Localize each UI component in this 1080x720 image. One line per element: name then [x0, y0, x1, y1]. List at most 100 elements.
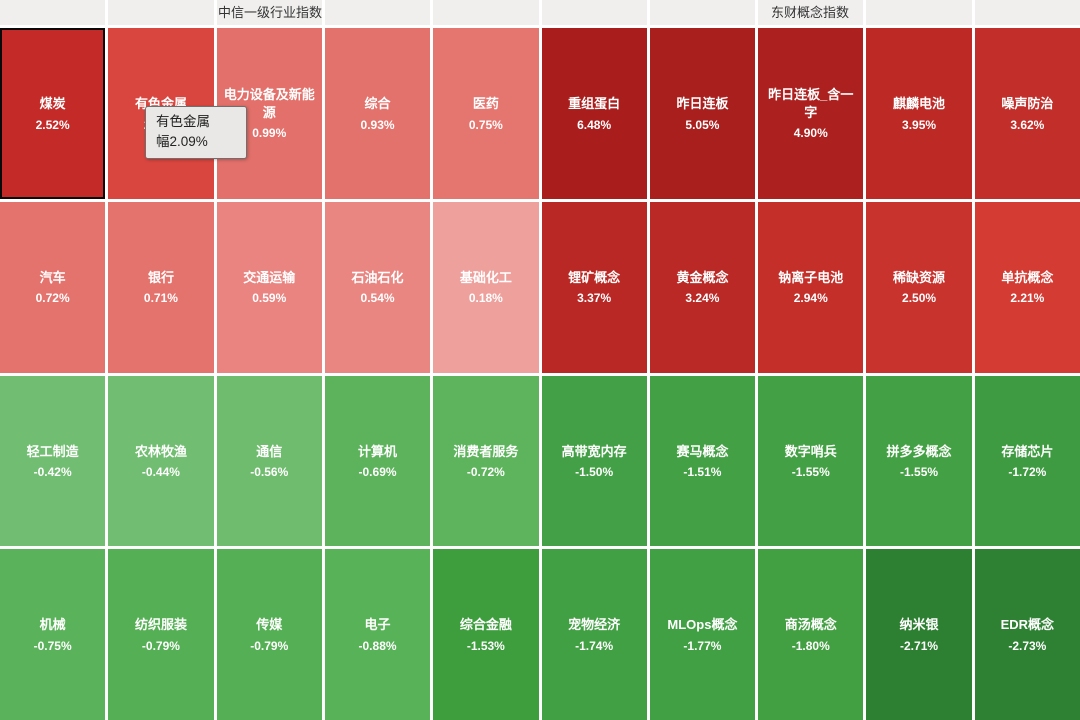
tile-name: 煤炭 — [39, 96, 66, 112]
header-cell — [649, 0, 756, 25]
tile-name: 纺织服装 — [134, 617, 187, 633]
tile-name: 昨日连板_含一字 — [768, 87, 854, 120]
tile-name: 通信 — [256, 443, 283, 459]
header-cell — [108, 0, 214, 25]
tile-name: 基础化工 — [459, 269, 512, 285]
heatmap-tile[interactable]: 昨日连板 5.05% — [649, 28, 756, 199]
tile-value: 0.72% — [35, 291, 70, 306]
tile-name: MLOps概念 — [667, 617, 738, 633]
heatmap-tile[interactable]: 噪声防治 3.62% — [974, 28, 1080, 199]
tile-name: 电子 — [364, 617, 391, 633]
heatmap-tile[interactable]: 基础化工 0.18% — [433, 201, 539, 373]
tile-value: 0.93% — [360, 117, 395, 132]
tile-value: -0.79% — [250, 638, 289, 653]
tile-value: 0.71% — [143, 291, 178, 306]
heatmap-tile[interactable]: 医药 0.75% — [433, 28, 539, 199]
tile-name: 银行 — [147, 269, 174, 285]
heatmap-tile[interactable]: 拼多多概念 -1.55% — [866, 375, 972, 547]
heatmap-tile[interactable]: 计算机 -0.69% — [324, 375, 431, 547]
header-cell — [541, 0, 647, 25]
heatmap-tile[interactable]: 汽车 0.72% — [0, 201, 106, 373]
tile-name: 麒麟电池 — [893, 96, 946, 112]
heatmap-tile[interactable]: 宠物经济 -1.74% — [541, 549, 647, 720]
heatmap-tile[interactable]: 黄金概念 3.24% — [649, 201, 756, 373]
tile-name: 传媒 — [256, 617, 283, 633]
header-cell — [758, 0, 864, 25]
tile-value: -0.72% — [466, 465, 505, 480]
heatmap-tile[interactable]: 重组蛋白 6.48% — [541, 28, 647, 199]
tile-value: 5.05% — [685, 117, 720, 132]
heatmap-tile[interactable]: 电子 -0.88% — [324, 549, 431, 720]
tile-value: 2.94% — [793, 291, 828, 306]
tile-value: 2.50% — [902, 291, 937, 306]
tile-name: 单抗概念 — [1001, 269, 1054, 285]
heatmap-tile[interactable]: 传媒 -0.79% — [216, 549, 322, 720]
header-cell — [974, 0, 1080, 25]
heatmap-tile[interactable]: 银行 0.71% — [108, 201, 214, 373]
tile-name: 轻工制造 — [26, 443, 79, 459]
heatmap-tile[interactable]: 麒麟电池 3.95% — [866, 28, 972, 199]
tile-value: 0.59% — [252, 291, 287, 306]
heatmap-tile[interactable]: 钠离子电池 2.94% — [758, 201, 864, 373]
tile-name: 综合金融 — [459, 617, 512, 633]
tile-value: -0.79% — [141, 638, 180, 653]
tile-value: -0.88% — [358, 638, 397, 653]
tooltip-change: 幅2.09% — [156, 134, 208, 150]
header-cell — [433, 0, 539, 25]
heatmap-tile[interactable]: 轻工制造 -0.42% — [0, 375, 106, 547]
tile-name: 锂矿概念 — [568, 269, 621, 285]
heatmap-tile[interactable]: 机械 -0.75% — [0, 549, 106, 720]
heatmap-tile[interactable]: EDR概念 -2.73% — [974, 549, 1080, 720]
tile-value: -0.42% — [33, 465, 72, 480]
tile-value: 4.90% — [793, 126, 828, 141]
heatmap-tile[interactable]: 综合金融 -1.53% — [433, 549, 539, 720]
heatmap-tile[interactable]: 通信 -0.56% — [216, 375, 322, 547]
tile-name: 商汤概念 — [784, 617, 837, 633]
header-cell — [866, 0, 972, 25]
tile-value: -0.44% — [141, 465, 180, 480]
tile-name: 消费者服务 — [453, 443, 519, 459]
tile-value: -0.56% — [250, 465, 289, 480]
tile-name: 宠物经济 — [568, 617, 621, 633]
tile-name: 钠离子电池 — [778, 269, 844, 285]
tile-name: 稀缺资源 — [893, 269, 946, 285]
tile-name: 赛马概念 — [676, 443, 729, 459]
heatmap-tile[interactable]: 农林牧渔 -0.44% — [108, 375, 214, 547]
heatmap-tile[interactable]: 商汤概念 -1.80% — [758, 549, 864, 720]
tile-name: 重组蛋白 — [568, 96, 621, 112]
heatmap-tile[interactable]: 纺织服装 -0.79% — [108, 549, 214, 720]
header-cell — [324, 0, 431, 25]
tile-value: 6.48% — [577, 117, 612, 132]
tile-value: -1.72% — [1008, 465, 1047, 480]
heatmap-tile[interactable]: 稀缺资源 2.50% — [866, 201, 972, 373]
tile-name: 昨日连板 — [676, 96, 729, 112]
heatmap-tile[interactable]: 高带宽内存 -1.50% — [541, 375, 647, 547]
tile-value: -1.80% — [791, 638, 830, 653]
heatmap-tile[interactable]: MLOps概念 -1.77% — [649, 549, 756, 720]
tile-name: 交通运输 — [243, 269, 296, 285]
heatmap-tile[interactable]: 存储芯片 -1.72% — [974, 375, 1080, 547]
tile-value: 0.99% — [252, 126, 287, 141]
heatmap-tile[interactable]: 纳米银 -2.71% — [866, 549, 972, 720]
tile-name: 汽车 — [39, 269, 66, 285]
header-cell — [216, 0, 322, 25]
heatmap-tile[interactable]: 单抗概念 2.21% — [974, 201, 1080, 373]
tile-name: 医药 — [472, 96, 499, 112]
tile-value: 3.95% — [902, 117, 937, 132]
heatmap-tile[interactable]: 交通运输 0.59% — [216, 201, 322, 373]
heatmap-tile[interactable]: 消费者服务 -0.72% — [433, 375, 539, 547]
heatmap-tile[interactable]: 石油石化 0.54% — [324, 201, 431, 373]
heatmap-tile[interactable]: 赛马概念 -1.51% — [649, 375, 756, 547]
heatmap-tile[interactable]: 煤炭 2.52% — [0, 28, 106, 199]
heatmap-tile[interactable]: 综合 0.93% — [324, 28, 431, 199]
heatmap-tile[interactable]: 昨日连板_含一字 4.90% — [758, 28, 864, 199]
heatmap-tile[interactable]: 数字哨兵 -1.55% — [758, 375, 864, 547]
tile-value: 3.62% — [1010, 117, 1045, 132]
tile-name: 黄金概念 — [676, 269, 729, 285]
heatmap-tile[interactable]: 锂矿概念 3.37% — [541, 201, 647, 373]
tile-value: 2.21% — [1010, 291, 1045, 306]
tile-name: 拼多多概念 — [886, 443, 952, 459]
tile-name: EDR概念 — [1000, 617, 1055, 633]
tile-value: -0.69% — [358, 465, 397, 480]
